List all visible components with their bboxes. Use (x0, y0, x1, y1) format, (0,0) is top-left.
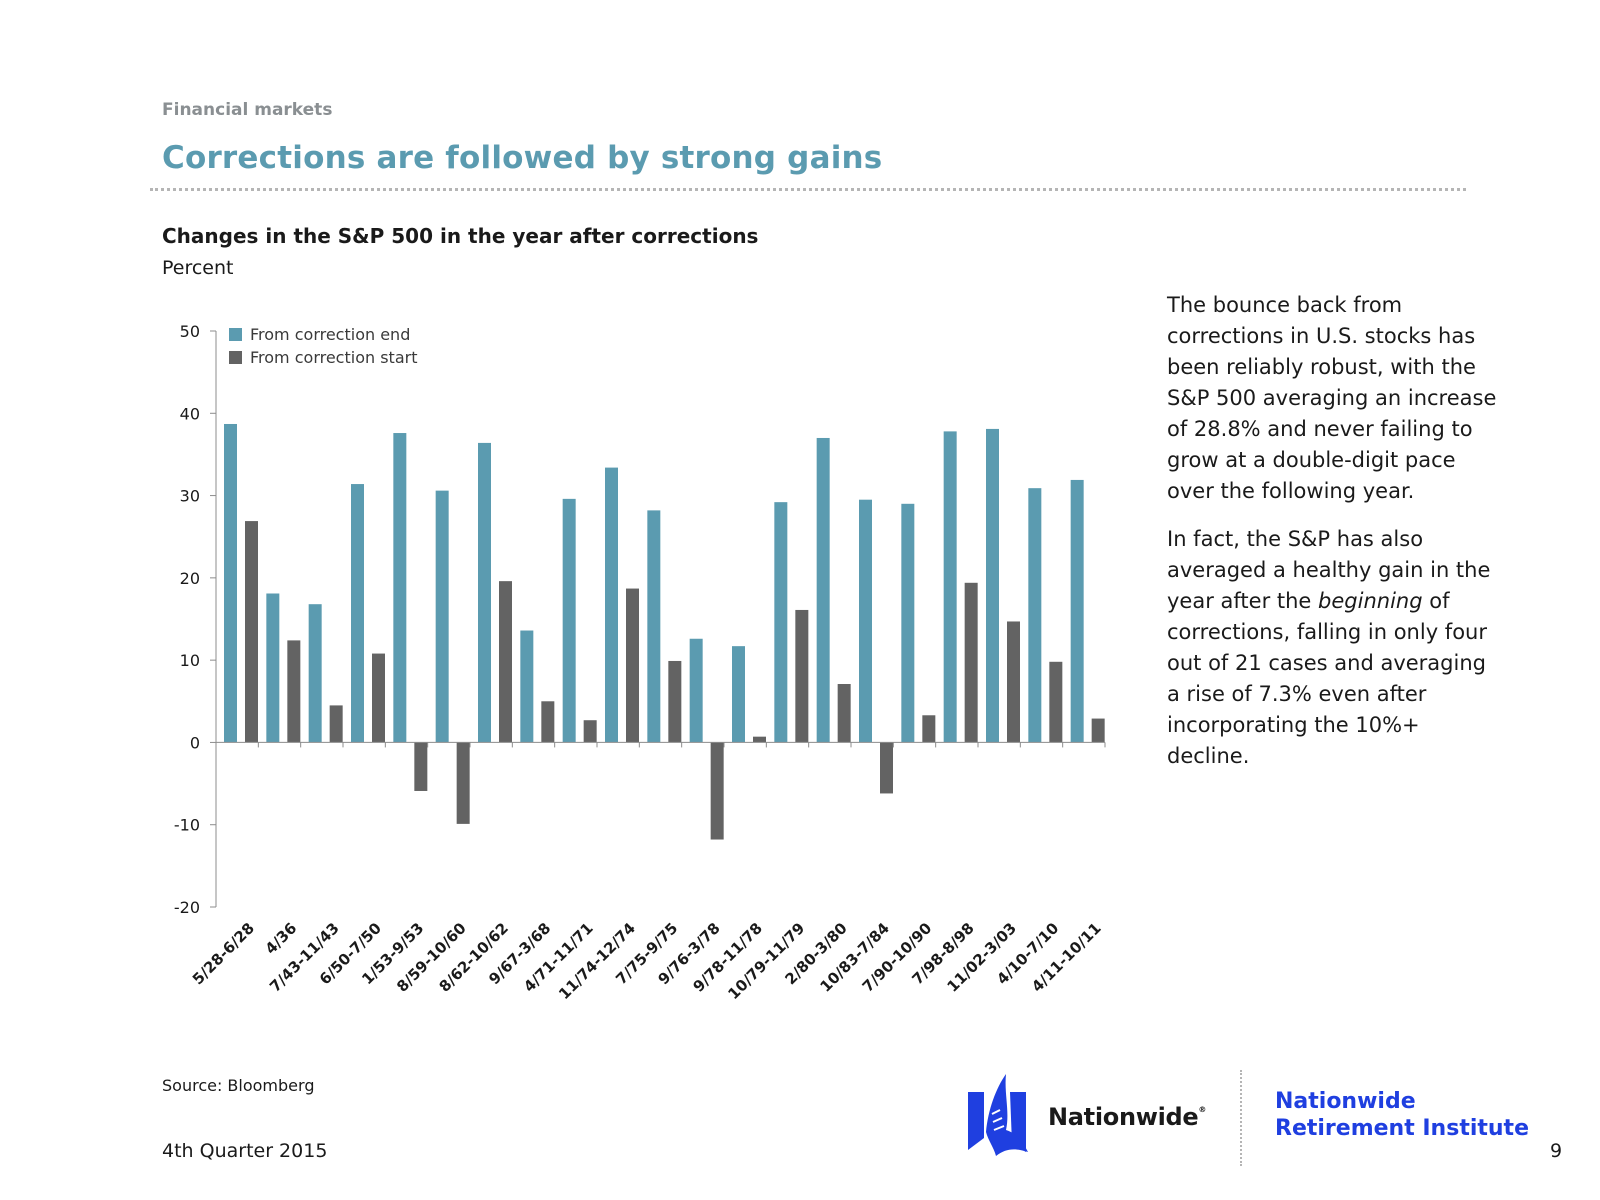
bar-correction-start (710, 742, 724, 840)
commentary-emphasis: beginning (1318, 589, 1423, 613)
y-tick-label: -10 (174, 816, 200, 835)
bar-correction-start (837, 684, 851, 743)
bar-correction-end (224, 423, 237, 743)
bar-correction-start (964, 582, 978, 743)
bar-correction-start (753, 736, 766, 743)
eagle-logo-icon (968, 1074, 1028, 1156)
bar-correction-end (732, 646, 745, 743)
bar-correction-start (541, 701, 555, 743)
x-category-label: 4/36 (262, 919, 301, 958)
source-note: Source: Bloomberg (162, 1076, 315, 1095)
legend-swatch (229, 328, 242, 341)
commentary-paragraph-2-start: In fact, the S&P has also averaged a hea… (1167, 527, 1491, 613)
bar-correction-start (795, 609, 809, 743)
bar-correction-end (393, 433, 407, 743)
nationwide-logo-text: Nationwide® (1048, 1103, 1206, 1131)
bar-correction-end (351, 484, 364, 743)
y-tick-label: 40 (180, 404, 200, 423)
bar-correction-end (562, 498, 576, 743)
bar-correction-start (1091, 718, 1105, 743)
bar-correction-start (880, 742, 893, 794)
section-label: Financial markets (162, 100, 333, 120)
chart-unit-label: Percent (162, 257, 234, 279)
bar-correction-start (668, 660, 682, 743)
commentary-paragraph-2: In fact, the S&P has also averaged a hea… (1167, 524, 1497, 772)
bar-correction-start (1007, 621, 1020, 743)
x-category-label: 5/28-6/28 (189, 919, 258, 988)
bar-correction-end (859, 499, 872, 743)
bar-correction-end (1028, 488, 1042, 743)
legend-label: From correction end (250, 325, 410, 344)
y-tick-label: 20 (180, 569, 200, 588)
bar-correction-end (689, 638, 703, 743)
bar-correction-end (520, 630, 534, 743)
bar-correction-end (816, 437, 830, 743)
registered-mark: ® (1198, 1105, 1207, 1114)
bar-correction-start (372, 653, 385, 743)
bar-correction-end (943, 431, 957, 743)
bar-correction-end (1070, 479, 1084, 743)
logo-wordmark: Nationwide (1048, 1103, 1199, 1131)
bar-correction-start (583, 720, 597, 743)
page-title: Corrections are followed by strong gains (162, 140, 883, 176)
bar-correction-end (774, 502, 788, 743)
logo-divider (1240, 1070, 1242, 1166)
chart-title: Changes in the S&P 500 in the year after… (162, 224, 759, 248)
institute-line-2: Retirement Institute (1275, 1116, 1529, 1141)
bar-correction-end (308, 604, 322, 743)
bar-correction-start (287, 640, 301, 743)
y-tick-label: 50 (180, 322, 200, 341)
bar-correction-end (605, 467, 618, 743)
bar-correction-end (435, 490, 449, 743)
institute-line-1: Nationwide (1275, 1089, 1416, 1114)
bar-correction-end (986, 428, 999, 743)
legend-swatch (229, 351, 242, 364)
commentary: The bounce back from corrections in U.S.… (1167, 290, 1497, 789)
bar-correction-end (478, 442, 491, 743)
institute-name: Nationwide Retirement Institute (1275, 1088, 1529, 1142)
y-tick-label: 30 (180, 487, 200, 506)
y-tick-label: 10 (180, 651, 200, 670)
y-tick-label: -20 (174, 898, 200, 917)
title-rule (150, 188, 1466, 191)
bar-correction-start (922, 715, 936, 743)
bar-correction-start (499, 581, 512, 743)
bar-correction-start (245, 521, 258, 743)
commentary-paragraph-2-end: of corrections, falling in only four out… (1167, 589, 1487, 768)
bar-correction-start (456, 742, 470, 824)
bar-correction-end (901, 503, 915, 743)
page-number: 9 (1550, 1140, 1563, 1162)
commentary-paragraph-1: The bounce back from corrections in U.S.… (1167, 293, 1497, 503)
y-tick-label: 0 (190, 733, 200, 752)
bar-correction-start (1049, 661, 1063, 743)
bar-correction-start (414, 742, 428, 791)
bar-correction-end (266, 593, 280, 743)
bar-correction-start (626, 588, 639, 743)
quarter-label: 4th Quarter 2015 (162, 1140, 328, 1162)
legend-label: From correction start (250, 348, 417, 367)
bar-correction-start (329, 705, 343, 743)
bar-correction-end (647, 510, 661, 743)
